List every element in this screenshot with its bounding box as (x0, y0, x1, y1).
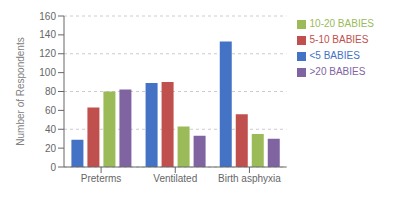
svg-text:120: 120 (39, 48, 56, 59)
svg-text:Number of Respondents: Number of Respondents (15, 37, 26, 145)
html-text:10-20 BABIES: 10-20 BABIES (309, 18, 374, 29)
svg-text:Preterms: Preterms (81, 173, 122, 184)
svg-text:100: 100 (39, 67, 56, 78)
svg-text:140: 140 (39, 29, 56, 40)
svg-text:20: 20 (45, 143, 57, 154)
svg-text:60: 60 (45, 105, 57, 116)
html-text:<5 BABIES: <5 BABIES (309, 50, 360, 61)
svg-text:Birth asphyxia: Birth asphyxia (218, 173, 281, 184)
html-text:5-10 BABIES: 5-10 BABIES (309, 34, 369, 45)
svg-text:80: 80 (45, 86, 57, 97)
svg-text:160: 160 (39, 11, 56, 22)
svg-text:40: 40 (45, 124, 57, 135)
svg-text:Ventilated: Ventilated (153, 173, 197, 184)
html-text:>20 BABIES: >20 BABIES (309, 66, 366, 77)
svg-text:0: 0 (50, 162, 56, 173)
